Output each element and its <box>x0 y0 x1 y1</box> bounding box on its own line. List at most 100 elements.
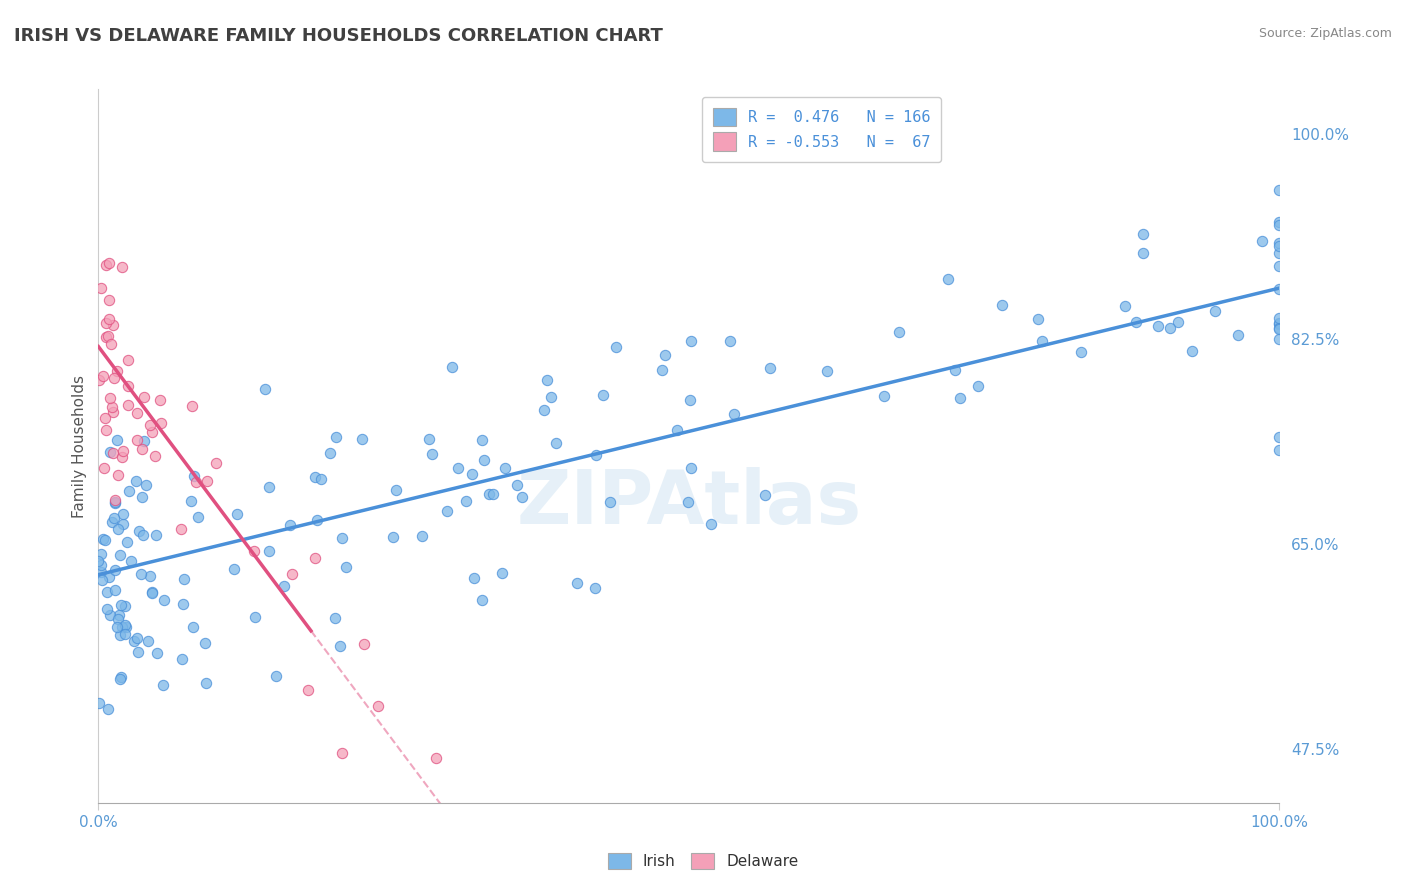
Point <box>471 592 494 607</box>
Point <box>136 634 159 648</box>
Point <box>304 551 326 566</box>
Point <box>194 636 217 650</box>
Point <box>472 453 495 467</box>
Point <box>90 547 112 561</box>
Point <box>104 492 127 507</box>
Point <box>132 528 155 542</box>
Point <box>94 330 117 344</box>
Point <box>323 611 346 625</box>
Point <box>381 530 404 544</box>
Point <box>100 516 122 530</box>
Point <box>146 647 169 661</box>
Point <box>1268 238 1291 252</box>
Point <box>654 348 676 362</box>
Point <box>1268 310 1291 325</box>
Point <box>187 510 209 524</box>
Point <box>135 478 157 492</box>
Point <box>481 487 503 501</box>
Point <box>304 470 326 484</box>
Point <box>759 360 782 375</box>
Point <box>444 804 467 818</box>
Point <box>145 528 167 542</box>
Point <box>108 548 131 562</box>
Point <box>491 566 513 580</box>
Point <box>103 370 125 384</box>
Text: Source: ZipAtlas.com: Source: ZipAtlas.com <box>1258 27 1392 40</box>
Point <box>330 746 353 760</box>
Point <box>307 513 329 527</box>
Point <box>1227 327 1250 342</box>
Point <box>1268 430 1291 444</box>
Point <box>325 430 347 444</box>
Point <box>1268 218 1291 232</box>
Point <box>101 318 124 332</box>
Point <box>125 474 148 488</box>
Point <box>585 448 607 462</box>
Point <box>471 433 494 447</box>
Point <box>599 495 621 509</box>
Point <box>425 750 447 764</box>
Point <box>103 563 125 577</box>
Point <box>87 554 110 568</box>
Point <box>97 329 120 343</box>
Point <box>330 531 353 545</box>
Point <box>111 507 134 521</box>
Point <box>505 478 527 492</box>
Point <box>1159 320 1181 334</box>
Point <box>1268 442 1291 457</box>
Point <box>184 475 207 489</box>
Point <box>172 597 194 611</box>
Point <box>117 398 139 412</box>
Point <box>97 312 120 326</box>
Point <box>676 494 699 508</box>
Point <box>115 534 138 549</box>
Point <box>111 260 134 274</box>
Point <box>105 363 128 377</box>
Point <box>665 423 688 437</box>
Point <box>141 586 163 600</box>
Point <box>1268 260 1291 274</box>
Point <box>679 393 702 408</box>
Point <box>132 434 155 448</box>
Point <box>943 363 966 377</box>
Point <box>583 581 606 595</box>
Point <box>98 391 121 405</box>
Point <box>335 560 357 574</box>
Point <box>108 627 131 641</box>
Point <box>1132 227 1154 241</box>
Point <box>127 645 149 659</box>
Point <box>533 402 555 417</box>
Point <box>1147 319 1170 334</box>
Point <box>309 472 332 486</box>
Point <box>592 388 614 402</box>
Point <box>104 496 127 510</box>
Text: ZIPAtlas: ZIPAtlas <box>516 467 862 540</box>
Point <box>111 620 134 634</box>
Point <box>129 566 152 581</box>
Point <box>104 583 127 598</box>
Point <box>170 523 193 537</box>
Point <box>104 495 127 509</box>
Text: 65.0%: 65.0% <box>1291 538 1340 553</box>
Point <box>536 373 558 387</box>
Point <box>173 573 195 587</box>
Point <box>97 293 120 307</box>
Point <box>91 369 114 384</box>
Point <box>679 460 702 475</box>
Point <box>494 461 516 475</box>
Point <box>420 447 443 461</box>
Point <box>114 627 136 641</box>
Point <box>1026 311 1049 326</box>
Point <box>352 433 374 447</box>
Point <box>114 599 136 613</box>
Point <box>257 480 280 494</box>
Point <box>273 579 295 593</box>
Point <box>114 618 136 632</box>
Point <box>98 570 121 584</box>
Point <box>264 669 287 683</box>
Point <box>98 444 121 458</box>
Point <box>110 670 132 684</box>
Point <box>96 585 118 599</box>
Point <box>718 334 741 348</box>
Point <box>967 378 990 392</box>
